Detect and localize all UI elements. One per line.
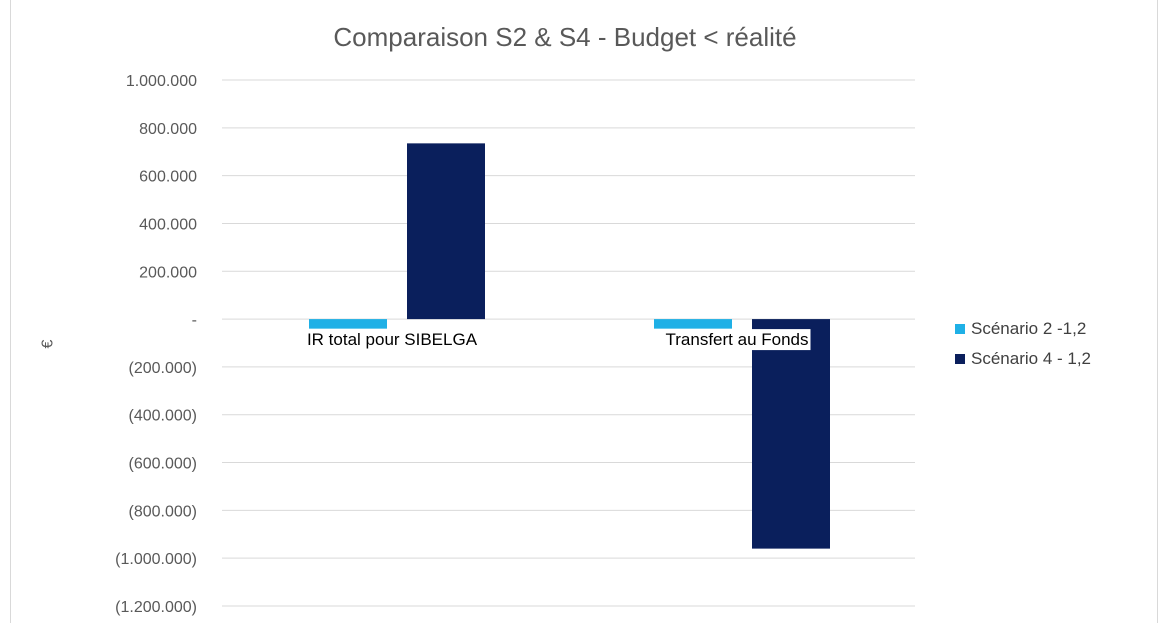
legend-label-series-2: Scénario 4 - 1,2 [971, 349, 1092, 368]
y-tick-label: - [192, 312, 197, 329]
y-tick-label: 1.000.000 [126, 73, 197, 90]
y-tick-label: 600.000 [139, 169, 197, 186]
x-category-label: IR total pour SIBELGA [307, 330, 478, 349]
y-tick-label: (600.000) [129, 456, 198, 473]
y-tick-label: 200.000 [139, 264, 197, 281]
legend-swatch-series-1 [955, 324, 965, 334]
legend-item-series-1: Scénario 2 -1,2 [955, 314, 1091, 344]
y-tick-label: 800.000 [139, 121, 197, 138]
x-category-label: Transfert au Fonds [666, 330, 809, 349]
y-tick-label: (400.000) [129, 408, 198, 425]
y-tick-label: (800.000) [129, 503, 198, 520]
y-tick-label: 400.000 [139, 216, 197, 233]
legend-swatch-series-2 [955, 354, 965, 364]
chart-title: Comparaison S2 & S4 - Budget < réalité [333, 22, 797, 52]
bar-series-1-2 [654, 319, 732, 329]
category-label-background [304, 329, 480, 351]
chart-legend: Scénario 2 -1,2 Scénario 4 - 1,2 [955, 314, 1091, 374]
bar-series-1-1 [309, 319, 387, 329]
y-tick-label: (200.000) [129, 360, 198, 377]
y-tick-label: (1.200.000) [115, 599, 197, 616]
category-label-background [663, 329, 811, 351]
bar-series-2-2 [752, 319, 830, 549]
bar-series-2-1 [407, 143, 485, 320]
legend-item-series-2: Scénario 4 - 1,2 [955, 344, 1091, 374]
legend-label-series-1: Scénario 2 -1,2 [971, 319, 1087, 338]
y-tick-label: (1.000.000) [115, 551, 197, 568]
chart-frame [10, 0, 1158, 623]
